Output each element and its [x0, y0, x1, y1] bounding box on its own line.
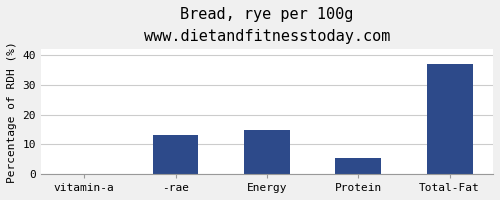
- Title: Bread, rye per 100g
www.dietandfitnesstoday.com: Bread, rye per 100g www.dietandfitnessto…: [144, 7, 390, 44]
- Bar: [153, 135, 198, 174]
- Bar: [336, 158, 381, 174]
- Y-axis label: Percentage of RDH (%): Percentage of RDH (%): [7, 41, 17, 183]
- Bar: [244, 130, 290, 174]
- Bar: [427, 64, 472, 174]
